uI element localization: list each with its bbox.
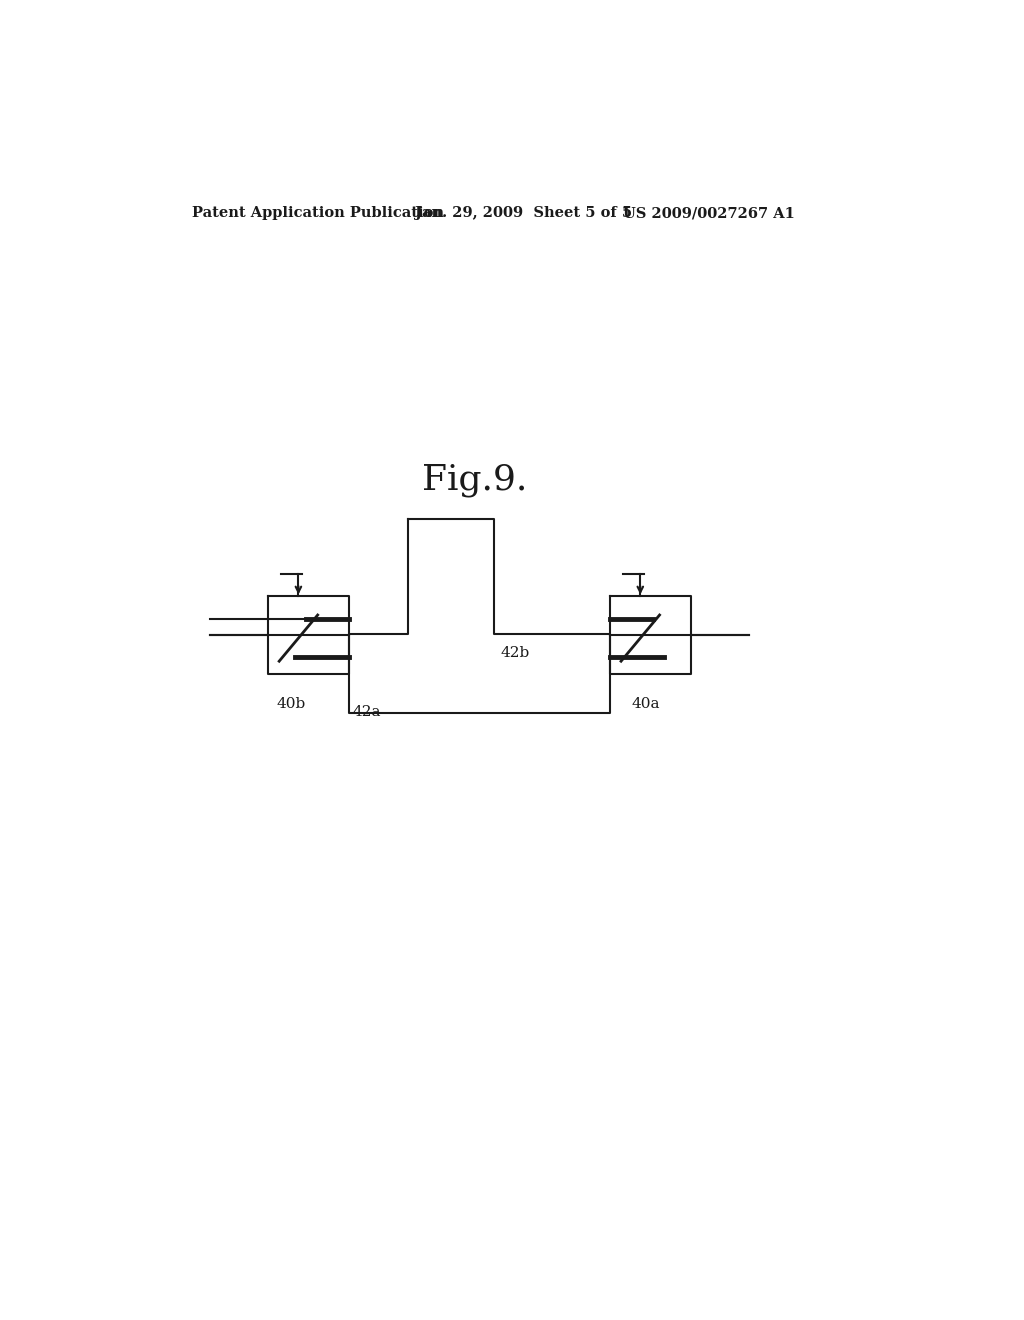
Text: 42b: 42b [500,645,529,660]
Text: Jan. 29, 2009  Sheet 5 of 5: Jan. 29, 2009 Sheet 5 of 5 [416,206,633,220]
Text: 40a: 40a [631,697,659,711]
Text: 40b: 40b [276,697,306,711]
Text: US 2009/0027267 A1: US 2009/0027267 A1 [624,206,796,220]
Text: Patent Application Publication: Patent Application Publication [193,206,444,220]
Text: 42a: 42a [352,705,381,719]
Text: Fig.9.: Fig.9. [422,462,527,496]
